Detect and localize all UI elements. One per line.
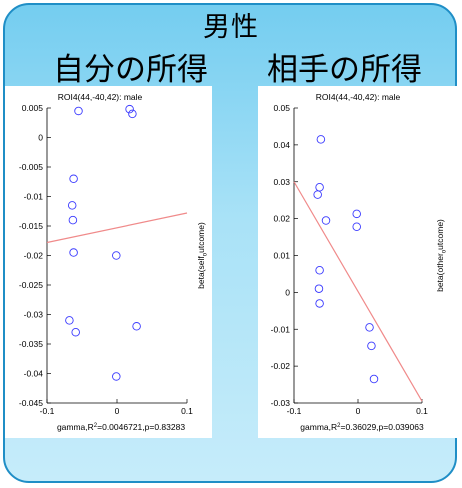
data-point <box>313 190 322 199</box>
data-point <box>128 109 137 119</box>
y-tick-label: 0.005 <box>22 103 44 113</box>
data-point <box>65 316 74 325</box>
data-point <box>315 183 324 192</box>
x-axis-label: gamma,R2=0.36029,p=0.039063 <box>300 422 424 432</box>
data-point <box>125 104 134 114</box>
fit-line <box>46 212 188 244</box>
fit-line <box>293 181 423 402</box>
y-tick-label: 0.05 <box>273 103 290 113</box>
left-subtitle: 自分の所得 <box>53 52 208 88</box>
y-tick-label: -0.015 <box>19 221 43 231</box>
y-tick-label: -0.005 <box>19 162 43 172</box>
y-tick-label: -0.02 <box>271 361 291 371</box>
data-point <box>314 284 324 293</box>
data-point <box>352 222 361 231</box>
data-point <box>365 323 374 332</box>
data-point <box>69 174 78 184</box>
page-title: 男性 <box>203 12 259 43</box>
y-tick-label: -0.04 <box>24 369 44 379</box>
y-tick-label: 0.04 <box>273 140 290 150</box>
x-axis-label: gamma,R2=0.0046721,p=0.83283 <box>57 422 185 432</box>
y-tick-label: -0.035 <box>19 339 43 349</box>
y-tick-label: -0.025 <box>19 280 43 290</box>
y-tick-label: -0.02 <box>24 251 44 261</box>
right-subtitle: 相手の所得 <box>267 52 422 88</box>
chart-title: ROI4(44,-40,42): male <box>58 92 143 102</box>
y-tick-label: 0.02 <box>273 214 290 224</box>
chart-title: ROI4(44,-40,42): male <box>316 92 401 102</box>
data-point <box>369 374 379 384</box>
left-scatter-plot: ROI4(44,-40,42): male 0.005 0 -0.005 -0.01 -0… <box>5 86 212 438</box>
left-chart-svg: ROI4(44,-40,42): male 0.005 0 -0.005 -0.01 -0… <box>19 92 209 432</box>
x-tick-label: 0 <box>115 406 120 416</box>
data-point <box>315 299 324 308</box>
data-point <box>315 265 324 275</box>
y-axis-label: beta(selfoutcome) <box>196 222 209 289</box>
y-tick-label: 0 <box>38 133 43 143</box>
right-scatter-plot: ROI4(44,-40,42): male 0.05 0.04 0.03 0.02 0.0… <box>258 86 458 438</box>
y-tick-label: -0.01 <box>24 192 44 202</box>
data-point <box>74 106 83 116</box>
x-tick-label: -0.1 <box>287 406 302 416</box>
x-tick-label: 0 <box>356 406 361 416</box>
data-point <box>71 327 80 337</box>
data-point <box>321 216 331 225</box>
y-tick-label: 0.03 <box>273 177 290 187</box>
y-tick-label: 0.01 <box>273 251 290 261</box>
data-point <box>367 341 376 351</box>
data-point <box>352 209 361 219</box>
y-axis-label: beta(otheroutcome) <box>435 219 448 292</box>
x-tick-label: 0.1 <box>181 406 193 416</box>
right-chart-svg: ROI4(44,-40,42): male 0.05 0.04 0.03 0.02 0.0… <box>271 92 448 432</box>
x-tick-label: 0.1 <box>416 406 428 416</box>
y-tick-label: -0.03 <box>271 398 291 408</box>
y-tick-label: -0.03 <box>24 310 44 320</box>
data-point <box>69 248 78 257</box>
data-point <box>67 201 77 210</box>
data-point <box>112 251 121 260</box>
data-point <box>68 215 78 225</box>
y-tick-label: -0.045 <box>19 398 43 408</box>
y-tick-label: -0.01 <box>271 324 291 334</box>
data-point <box>132 322 141 331</box>
x-tick-label: -0.1 <box>40 406 55 416</box>
y-tick-label: 0 <box>285 287 290 297</box>
data-point <box>316 135 326 144</box>
data-point <box>112 372 121 381</box>
